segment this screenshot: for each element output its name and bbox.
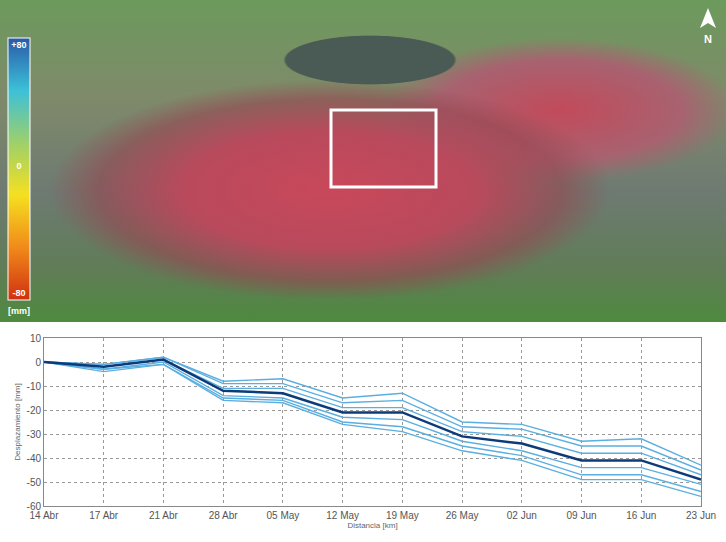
svg-text:-30: -30: [27, 429, 42, 440]
svg-text:16 Jun: 16 Jun: [626, 510, 656, 521]
svg-text:N: N: [704, 33, 712, 45]
svg-text:-50: -50: [27, 477, 42, 488]
svg-text:23 Jun: 23 Jun: [686, 510, 716, 521]
svg-text:28 Abr: 28 Abr: [209, 510, 239, 521]
svg-text:Desplazamiento [mm]: Desplazamiento [mm]: [13, 383, 22, 460]
svg-text:21 Abr: 21 Abr: [149, 510, 179, 521]
svg-text:+80: +80: [11, 40, 26, 50]
svg-text:14 Abr: 14 Abr: [30, 510, 60, 521]
svg-text:-60: -60: [27, 501, 42, 512]
svg-text:17 Abr: 17 Abr: [89, 510, 119, 521]
svg-text:19 May: 19 May: [386, 510, 419, 521]
svg-text:09 Jun: 09 Jun: [567, 510, 597, 521]
svg-text:[mm]: [mm]: [8, 306, 30, 316]
svg-text:10: 10: [30, 333, 42, 344]
svg-text:-80: -80: [12, 288, 25, 298]
svg-text:0: 0: [35, 357, 41, 368]
svg-text:02 Jun: 02 Jun: [507, 510, 537, 521]
svg-text:0: 0: [16, 161, 21, 171]
svg-text:Distancia [km]: Distancia [km]: [347, 521, 397, 530]
svg-text:12 May: 12 May: [326, 510, 359, 521]
svg-text:05 May: 05 May: [267, 510, 300, 521]
svg-text:26 May: 26 May: [446, 510, 479, 521]
svg-text:-20: -20: [27, 405, 42, 416]
svg-text:-10: -10: [27, 381, 42, 392]
svg-text:-40: -40: [27, 453, 42, 464]
